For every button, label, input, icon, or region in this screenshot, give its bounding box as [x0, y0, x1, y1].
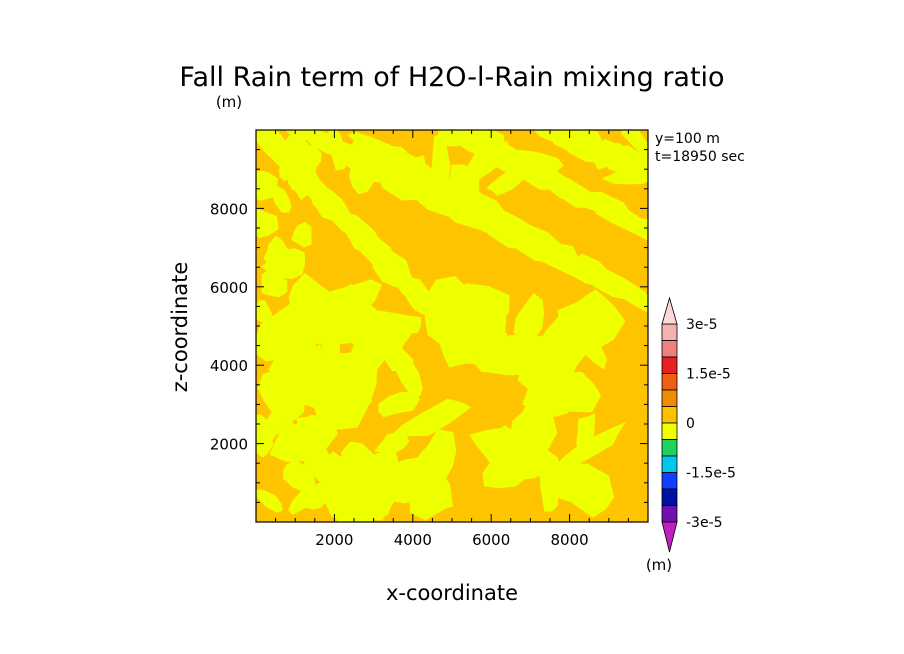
field-region — [256, 414, 271, 436]
colorbar-label: 3e-5 — [686, 317, 717, 333]
colorbar-label: -1.5e-5 — [686, 466, 736, 482]
field-region — [300, 491, 332, 510]
field-region — [349, 160, 376, 195]
colorbar-segment — [661, 373, 678, 391]
colorbar-segment — [661, 406, 678, 424]
field-region — [472, 130, 506, 150]
field-region — [272, 185, 292, 213]
field-region — [288, 272, 334, 328]
y-tick-label: 6000 — [210, 279, 248, 297]
field-region — [256, 306, 272, 324]
y-tick-label: 2000 — [210, 436, 248, 454]
field-region — [324, 351, 378, 410]
field-region — [454, 283, 510, 326]
field-region — [289, 161, 316, 201]
field-region — [333, 447, 401, 522]
info-line-y: y=100 m — [655, 131, 720, 147]
field-region — [276, 143, 311, 160]
field-region — [256, 208, 279, 238]
colorbar-segment — [661, 455, 678, 473]
colorbar-segment — [661, 439, 678, 457]
field-region — [601, 165, 648, 185]
field-region — [386, 398, 472, 440]
colorbar-segment — [661, 488, 678, 506]
y-tick-label: 4000 — [210, 357, 248, 375]
colorbar-segment — [661, 422, 678, 440]
field-region — [416, 428, 457, 490]
field-region — [291, 221, 312, 248]
field-region — [548, 421, 627, 473]
colorbar-units: (m) — [646, 556, 672, 574]
colorbar-label: 1.5e-5 — [686, 367, 731, 383]
field-region — [424, 291, 468, 349]
field-region — [390, 339, 423, 400]
field-regions — [256, 130, 648, 522]
field-region — [279, 160, 294, 182]
colorbar-segment — [661, 323, 678, 341]
field-region — [476, 329, 513, 376]
field-region — [409, 476, 449, 521]
x-tick-label: 8000 — [551, 531, 589, 549]
colorbar-extend-top — [661, 296, 678, 325]
colorbar-segment — [661, 505, 678, 523]
chart-title: Fall Rain term of H2O-l-Rain mixing rati… — [179, 62, 724, 93]
field-region — [308, 180, 325, 210]
colorbar-segment — [661, 340, 678, 358]
field-region — [256, 173, 278, 201]
colorbar-extend-bottom — [661, 521, 678, 553]
field-region — [618, 284, 648, 313]
x-axis: 2000 4000 6000 8000 — [275, 130, 629, 549]
field-region — [261, 258, 297, 279]
colorbar-label: -3e-5 — [686, 515, 723, 531]
field-region — [278, 419, 298, 455]
field-region — [340, 441, 381, 480]
field-region — [336, 283, 387, 362]
field-region — [576, 413, 596, 452]
colorbar-segment — [661, 389, 678, 407]
field-region — [294, 419, 324, 458]
y-axis: 2000 4000 6000 8000 — [210, 149, 648, 503]
field-region — [401, 155, 427, 197]
field-region — [486, 159, 532, 196]
field-region — [558, 463, 615, 518]
field-region — [283, 460, 315, 493]
y-axis-label: z-coordinate — [168, 262, 192, 393]
field-region — [458, 155, 499, 180]
colorbar: 3e-5 1.5e-5 0 -1.5e-5 -3e-5 — [661, 296, 736, 553]
colorbar-segment — [661, 472, 678, 490]
x-tick-label: 2000 — [315, 531, 353, 549]
field-region — [621, 130, 648, 158]
title-units: (m) — [216, 93, 242, 111]
field-region — [513, 292, 545, 343]
field-region — [512, 149, 564, 171]
field-region — [620, 211, 648, 241]
plot-area — [256, 130, 648, 522]
colorbar-segment — [661, 356, 678, 374]
field-region — [275, 310, 309, 339]
field-region — [563, 130, 599, 155]
info-line-t: t=18950 sec — [655, 149, 745, 165]
field-region — [373, 432, 410, 453]
field-region — [326, 130, 347, 171]
field-region — [288, 366, 320, 406]
field-region — [431, 134, 451, 192]
field-region — [256, 489, 283, 513]
x-axis-label: x-coordinate — [386, 581, 518, 605]
field-region — [557, 289, 626, 351]
field-region — [504, 342, 559, 376]
field-region — [378, 391, 421, 418]
y-tick-label: 8000 — [210, 200, 248, 218]
field-region — [382, 467, 407, 504]
colorbar-label: 0 — [686, 416, 695, 432]
x-tick-label: 6000 — [472, 531, 510, 549]
field-region — [365, 149, 389, 174]
x-tick-label: 4000 — [394, 531, 432, 549]
field-region — [510, 399, 558, 462]
